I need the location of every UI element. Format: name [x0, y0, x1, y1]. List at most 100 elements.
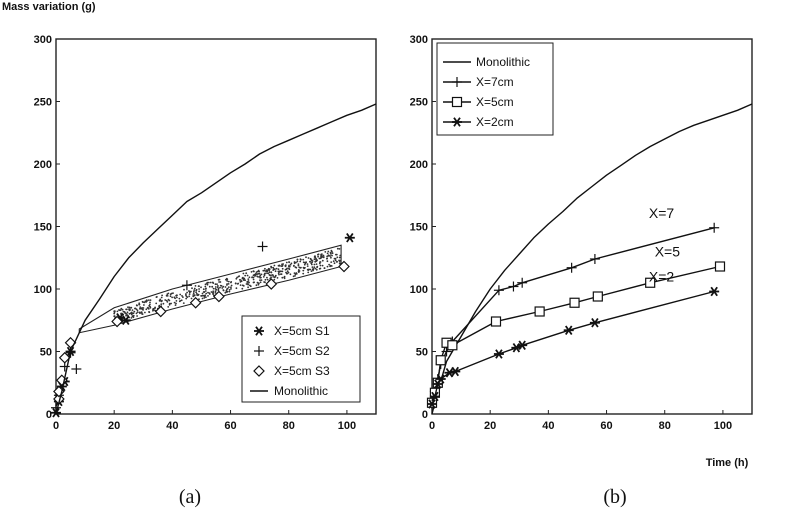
stipple-dot	[226, 284, 228, 286]
stipple-dot	[175, 300, 178, 302]
stipple-dot	[297, 269, 300, 271]
stipple-dot	[160, 303, 163, 306]
stipple-dot	[202, 291, 205, 293]
stipple-dot	[217, 278, 220, 281]
legend-swatch	[254, 346, 264, 356]
stipple-dot	[297, 271, 300, 273]
legend-item-x-5cm-s2: X=5cm S2	[254, 344, 330, 358]
data-point	[592, 291, 603, 302]
stipple-dot	[214, 286, 217, 288]
stipple-dot	[273, 264, 276, 267]
stipple-dot	[303, 263, 306, 266]
stipple-dot	[295, 261, 297, 264]
stipple-dot	[230, 286, 232, 289]
stipple-dot	[152, 308, 154, 311]
stipple-dot	[309, 268, 312, 271]
stipple-dot	[216, 283, 218, 286]
stipple-dot	[134, 307, 136, 310]
stipple-dot	[234, 282, 237, 285]
stipple-dot	[155, 296, 158, 298]
stipple-dot	[297, 263, 300, 265]
stipple-dot	[317, 255, 319, 258]
stipple-dot	[247, 286, 250, 289]
stipple-dot	[321, 264, 324, 267]
data-point	[435, 355, 446, 366]
stipple-dot	[330, 261, 333, 263]
stipple-dot	[154, 307, 156, 310]
stipple-dot	[259, 281, 262, 284]
stipple-dot	[313, 266, 316, 269]
stipple-dot	[272, 266, 275, 269]
stipple-dot	[256, 273, 258, 276]
stipple-dot	[202, 288, 205, 291]
stipple-dot	[172, 292, 174, 294]
legend-label: X=5cm S1	[274, 324, 330, 338]
stipple-dot	[270, 271, 273, 274]
stipple-dot	[173, 301, 176, 304]
stipple-dot	[276, 277, 279, 279]
stipple-dot	[227, 280, 230, 283]
x-tick-label: 80	[659, 420, 671, 432]
stipple-dot	[311, 266, 314, 268]
stipple-dot	[219, 281, 222, 283]
stipple-dot	[262, 276, 265, 278]
stipple-dot	[130, 306, 133, 309]
stipple-dot	[183, 288, 185, 291]
stipple-dot	[176, 294, 178, 297]
stipple-dot	[302, 272, 305, 275]
stipple-dot	[193, 289, 196, 291]
series-line	[431, 265, 721, 403]
stipple-dot	[198, 288, 201, 290]
stipple-dot	[138, 303, 141, 306]
stipple-dot	[113, 315, 116, 318]
data-point	[508, 281, 519, 292]
stipple-dot	[330, 256, 332, 259]
stipple-dot	[277, 268, 280, 271]
stipple-dot	[270, 276, 272, 279]
stipple-dot	[241, 277, 244, 279]
stipple-dot	[285, 261, 288, 264]
stipple-dot	[143, 304, 145, 306]
data-point	[435, 374, 446, 384]
stipple-dot	[143, 301, 146, 304]
stipple-dot	[135, 312, 138, 315]
stipple-dot	[299, 267, 302, 269]
stipple-dot	[275, 267, 278, 270]
stipple-dot	[160, 296, 163, 299]
stipple-dot	[304, 266, 306, 269]
stipple-dot	[334, 259, 337, 262]
stipple-dot	[256, 281, 259, 284]
stipple-dot	[236, 276, 239, 279]
stipple-dot	[326, 260, 329, 263]
stipple-dot	[193, 290, 195, 293]
stipple-dot	[270, 274, 272, 277]
stipple-dot	[178, 297, 181, 300]
stipple-dot	[171, 296, 174, 299]
legend-swatch	[253, 365, 265, 377]
data-point	[493, 349, 504, 359]
stipple-dot	[132, 315, 135, 317]
stipple-dot	[241, 287, 244, 290]
stipple-dot	[139, 312, 141, 315]
stipple-dot	[113, 311, 116, 314]
data-point	[493, 285, 504, 296]
legend-label: X=5cm S2	[274, 344, 330, 358]
stipple-dot	[191, 287, 193, 290]
stipple-dot	[289, 273, 292, 276]
stipple-dot	[217, 285, 219, 287]
stipple-dot	[198, 298, 200, 301]
stipple-dot	[194, 285, 197, 287]
stipple-dot	[271, 274, 274, 276]
stipple-dot	[245, 283, 248, 285]
x-tick-labels-a: 0 20 40 60 80 100	[53, 410, 356, 432]
stipple-dot	[299, 260, 302, 263]
stipple-dot	[313, 263, 316, 266]
stipple-dot	[322, 254, 325, 257]
stipple-dot	[310, 259, 313, 262]
stipple-dot	[316, 259, 318, 262]
stipple-dot	[182, 302, 185, 304]
stipple-dot	[293, 272, 296, 274]
legend-swatch	[254, 326, 264, 336]
y-tick-label: 100	[34, 284, 52, 296]
